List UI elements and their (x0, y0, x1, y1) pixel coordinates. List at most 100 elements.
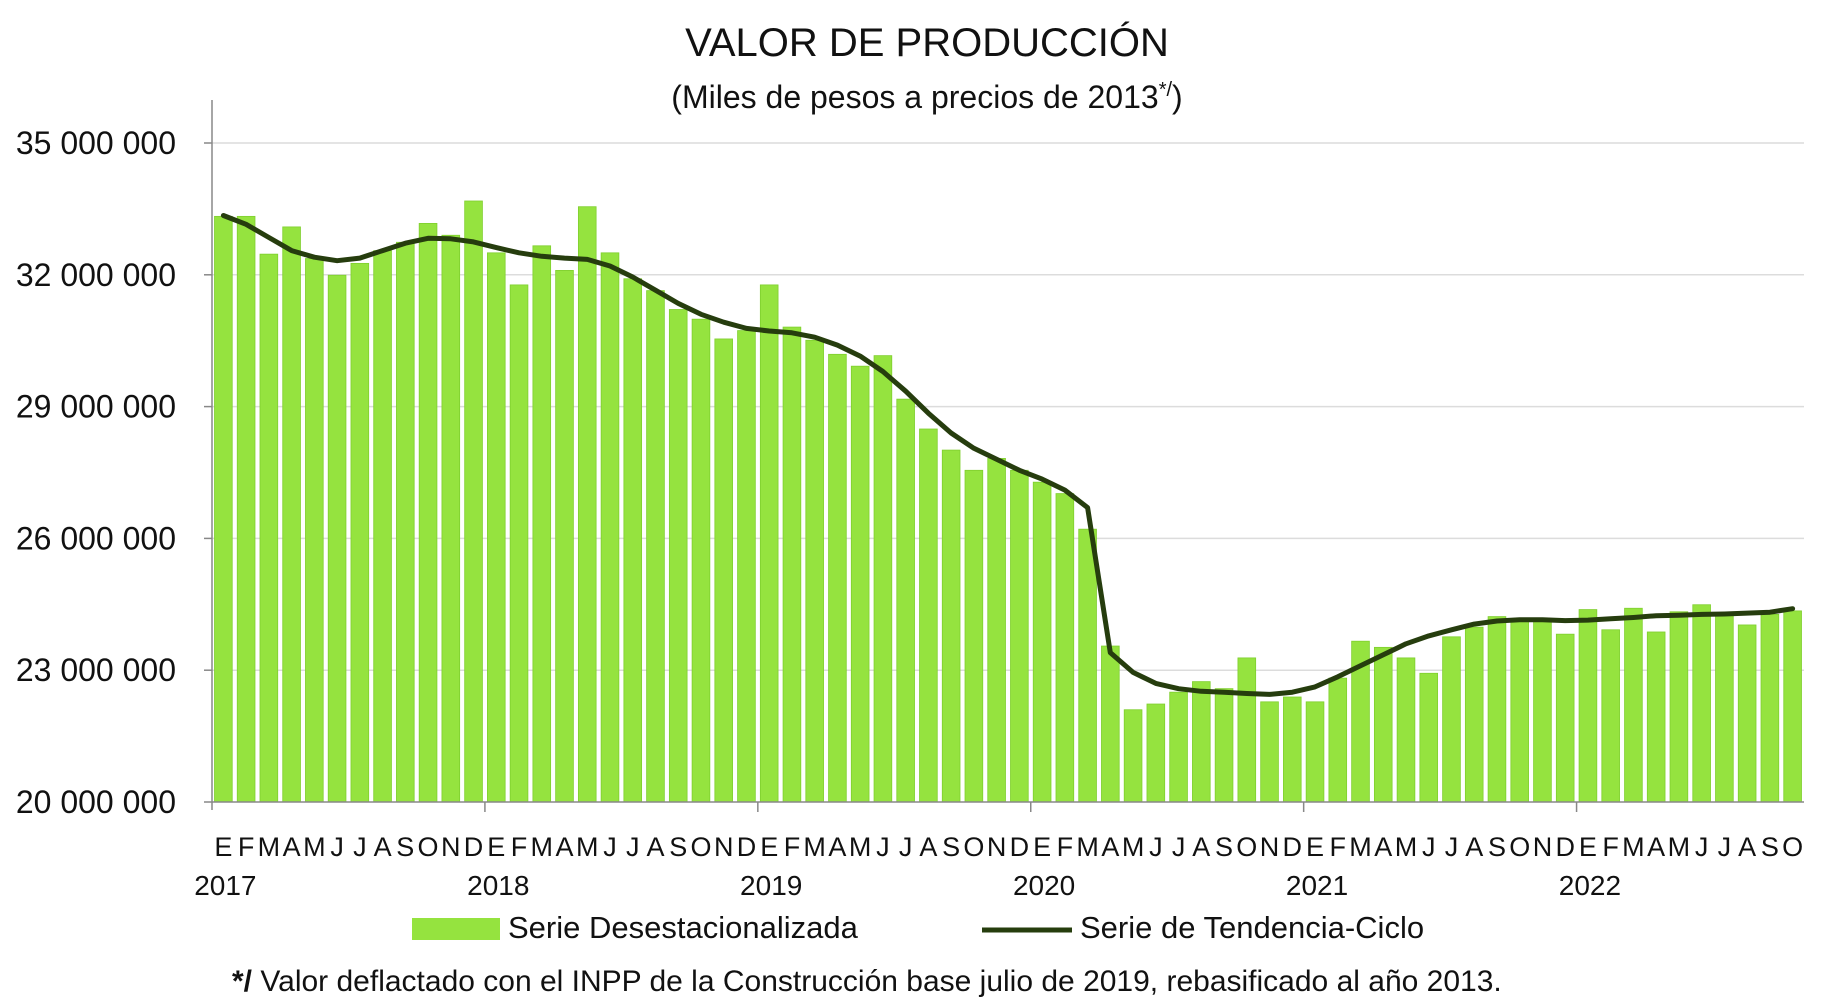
x-month-label: M (849, 832, 872, 862)
x-month-label: J (1172, 832, 1186, 862)
bar (1487, 616, 1507, 803)
bar (1146, 703, 1166, 803)
bar (759, 284, 779, 803)
bar (1237, 657, 1257, 803)
chart-title: VALOR DE PRODUCCIÓN (685, 20, 1169, 65)
bar (1510, 619, 1529, 803)
x-month-label: J (626, 832, 640, 862)
x-month-label: F (1602, 832, 1619, 862)
x-month-label: F (1330, 832, 1347, 862)
x-month-label: F (238, 832, 255, 862)
bar (1101, 645, 1120, 803)
bar (1328, 677, 1348, 803)
x-month-label: A (374, 832, 392, 862)
x-month-label: E (760, 832, 778, 862)
x-month-label: M (258, 832, 281, 862)
bar (873, 355, 893, 803)
x-month-label: M (303, 832, 326, 862)
x-month-label: A (828, 832, 846, 862)
x-month-label: N (714, 832, 734, 862)
x-month-label: M (1668, 832, 1691, 862)
bar (282, 226, 301, 803)
bar (941, 449, 961, 803)
bar (555, 270, 574, 803)
x-month-label: S (942, 832, 960, 862)
bar (464, 200, 483, 803)
subtitle-end: ) (1172, 79, 1183, 115)
bar (1555, 633, 1575, 803)
bar (828, 353, 847, 803)
x-month-label: E (1579, 832, 1597, 862)
bar (1737, 624, 1757, 803)
bar (1078, 528, 1097, 803)
x-year-label: 2020 (1013, 870, 1075, 901)
x-year-label: 2017 (194, 870, 256, 901)
x-month-label: J (1445, 832, 1459, 862)
subtitle-text: (Miles de pesos a precios de 2013 (671, 79, 1158, 115)
bar (1192, 681, 1211, 803)
x-month-label: N (987, 832, 1007, 862)
y-tick-label: 32 000 000 (16, 257, 176, 293)
bar (737, 330, 756, 803)
trend-line (220, 213, 1796, 697)
x-month-label: N (1533, 832, 1553, 862)
x-month-label: D (1010, 832, 1030, 862)
bar (600, 252, 620, 803)
x-month-label: J (603, 832, 617, 862)
x-year-label: 2018 (467, 870, 529, 901)
x-month-label: E (487, 832, 505, 862)
x-month-label: M (1349, 832, 1372, 862)
x-month-label: M (1395, 832, 1418, 862)
y-tick-label: 23 000 000 (16, 652, 176, 688)
legend-label-bars: Serie Desestacionalizada (508, 910, 859, 945)
y-tick-label: 20 000 000 (16, 784, 176, 820)
bar (1624, 607, 1643, 803)
x-month-label: O (690, 832, 711, 862)
bar (487, 252, 506, 803)
x-month-label: A (1374, 832, 1392, 862)
bar (509, 284, 529, 803)
x-month-label: D (1283, 832, 1303, 862)
bar (782, 326, 802, 803)
x-month-label: J (1422, 832, 1436, 862)
x-month-label: O (1236, 832, 1257, 862)
x-month-label: M (1076, 832, 1099, 862)
x-month-label: O (963, 832, 984, 862)
y-tick-label: 35 000 000 (16, 125, 176, 161)
bar (1533, 618, 1552, 803)
x-month-label: E (1306, 832, 1324, 862)
x-month-label: M (1622, 832, 1645, 862)
bar (919, 428, 938, 803)
bar (1055, 493, 1075, 803)
x-month-label: F (784, 832, 801, 862)
bar (327, 274, 347, 803)
x-month-label: A (646, 832, 664, 862)
chart-subtitle: (Miles de pesos a precios de 2013*/) (671, 79, 1182, 115)
bar (1305, 701, 1325, 803)
bar (1283, 696, 1302, 803)
bar (236, 215, 256, 803)
bar-series (214, 200, 1802, 803)
bar (1123, 709, 1143, 803)
bar (646, 290, 665, 803)
bar (850, 365, 870, 803)
x-month-label: F (1057, 832, 1074, 862)
bar (987, 458, 1006, 803)
bar (305, 258, 324, 803)
x-month-label: J (1695, 832, 1709, 862)
x-year-label: 2019 (740, 870, 802, 901)
x-month-label: A (1192, 832, 1210, 862)
x-month-label: O (1782, 832, 1803, 862)
bar (532, 245, 552, 803)
x-month-label: S (396, 832, 414, 862)
bar (668, 309, 688, 803)
bar (1442, 636, 1461, 803)
bar (1260, 701, 1279, 803)
bar (373, 250, 392, 803)
x-month-label: S (1215, 832, 1233, 862)
x-month-label: A (283, 832, 301, 862)
bar (350, 262, 370, 803)
x-month-label: O (418, 832, 439, 862)
x-year-label: 2021 (1286, 870, 1348, 901)
bar (259, 253, 279, 803)
